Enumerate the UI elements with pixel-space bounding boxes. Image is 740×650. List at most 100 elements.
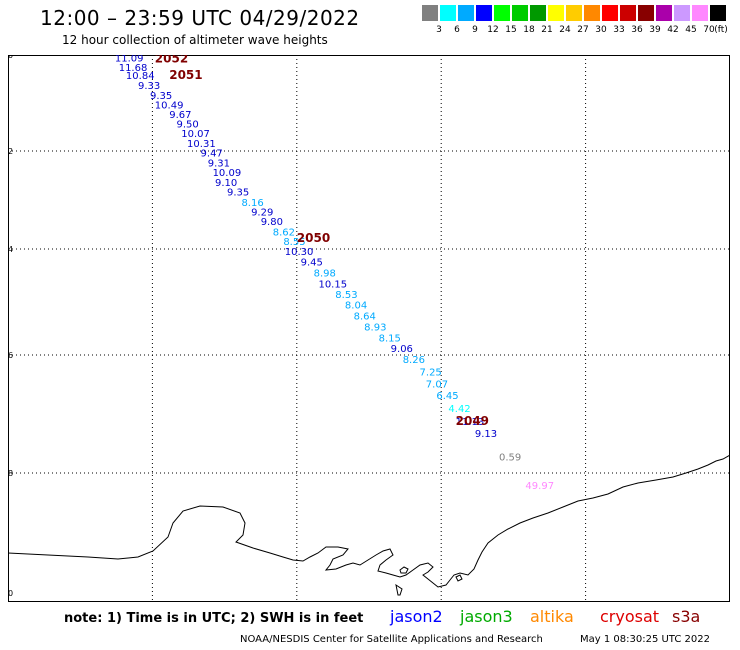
legend-swatch	[458, 5, 474, 21]
legend-swatch	[674, 5, 690, 21]
legend-label: 18	[523, 25, 535, 35]
island-outline	[399, 566, 409, 574]
swh-observation: 9.31	[208, 158, 230, 169]
legend-swatch	[422, 5, 438, 21]
legend-swatch	[566, 5, 582, 21]
legend-swatch	[584, 5, 600, 21]
swh-observation: 9.10	[215, 178, 237, 189]
footer-note: note: 1) Time is in UTC; 2) SWH is in fe…	[64, 611, 364, 626]
page-title: 12:00 – 23:59 UTC 04/29/2022	[40, 6, 360, 30]
legend-label: 3	[436, 25, 442, 35]
swh-observation: 10.09	[213, 168, 242, 179]
map-frame	[8, 55, 730, 602]
legend-label: 33	[613, 25, 625, 35]
legend-swatch	[476, 5, 492, 21]
map-canvas: 303336394245-60-62-64-66-68-7011.0911.68…	[8, 55, 730, 602]
legend-label: 36	[631, 25, 643, 35]
swh-observation: 10.84	[126, 71, 155, 82]
lat-tick-label: -64	[8, 245, 13, 254]
swh-observation: 8.53	[335, 290, 357, 301]
swh-observation: 7.07	[426, 379, 448, 390]
swh-observation: 0.59	[499, 452, 521, 463]
legend-swatch	[602, 5, 618, 21]
swh-observation: 49.97	[525, 481, 554, 492]
legend-label: 12	[487, 25, 499, 35]
swh-observation: 4.42	[448, 404, 470, 415]
legend-swatch	[512, 5, 528, 21]
pass-number-label: 2051	[169, 68, 202, 82]
lat-tick-label: -62	[8, 147, 13, 156]
lat-tick-label: -70	[8, 589, 13, 598]
island-outline	[455, 574, 463, 582]
swh-observation: 10.31	[187, 139, 216, 150]
color-legend: 3 6 9 12 15 18 21 24 27 30 33 36 39 42 45 70 (ft)	[422, 5, 728, 35]
swh-observation: 8.16	[241, 198, 263, 209]
coastline	[8, 454, 730, 588]
legend-swatch	[710, 5, 726, 21]
pass-number-label: 2050	[297, 231, 330, 245]
swh-observation: 8.98	[314, 268, 336, 279]
legend-label: 30	[595, 25, 607, 35]
lat-tick-label: -60	[8, 55, 13, 60]
swh-observation: 9.47	[201, 148, 223, 159]
swh-observation: 11.68	[119, 63, 148, 74]
swh-observation: 7.25	[420, 368, 442, 379]
wave-height-map: 303336394245-60-62-64-66-68-7011.0911.68…	[8, 55, 730, 602]
page-subtitle: 12 hour collection of altimeter wave hei…	[62, 33, 328, 47]
lat-tick-label: -68	[8, 469, 13, 478]
satellite-label-cryosat: cryosat	[600, 607, 660, 626]
swh-observation: 9.67	[169, 110, 191, 121]
swh-observation: 8.62	[273, 227, 295, 238]
swh-observation: 10.15	[318, 279, 347, 290]
island-outline	[395, 583, 403, 596]
pass-number-label: 2052	[155, 55, 188, 65]
swh-observation: 8.15	[379, 334, 401, 345]
legend-swatch	[638, 5, 654, 21]
swh-observation: 9.80	[261, 217, 283, 228]
legend-unit: (ft)	[714, 25, 728, 35]
swh-observation: 9.45	[301, 258, 323, 269]
swh-observation: 8.64	[354, 311, 376, 322]
legend-swatch	[656, 5, 672, 21]
legend-label: 39	[649, 25, 661, 35]
swh-observation: 10.30	[285, 247, 314, 258]
legend-label: 27	[577, 25, 589, 35]
legend-label: 21	[541, 25, 553, 35]
swh-observation: 9.50	[176, 120, 198, 131]
swh-observation: 11.13	[456, 417, 485, 428]
swh-observation: 10.07	[181, 129, 210, 140]
legend-label: 15	[505, 25, 517, 35]
legend-label: 45	[685, 25, 697, 35]
legend-swatch	[548, 5, 564, 21]
legend-swatch	[692, 5, 708, 21]
swh-observation: 11.09	[115, 55, 144, 64]
swh-observation: 6.45	[436, 391, 458, 402]
legend-swatch	[620, 5, 636, 21]
satellite-label-s3a: s3a	[672, 607, 701, 626]
satellite-label-jason3: jason3	[460, 607, 513, 626]
credit-line: NOAA/NESDIS Center for Satellite Applica…	[240, 634, 543, 645]
swh-observation: 9.33	[138, 81, 160, 92]
satellite-label-jason2: jason2	[390, 607, 443, 626]
legend-swatch	[494, 5, 510, 21]
swh-observation: 9.29	[251, 207, 273, 218]
swh-observation: 9.35	[227, 188, 249, 199]
legend-label: 70	[703, 25, 715, 35]
legend-label: 9	[472, 25, 478, 35]
swh-observation: 10.49	[155, 100, 184, 111]
generation-timestamp: May 1 08:30:25 UTC 2022	[580, 634, 710, 645]
swh-observation: 9.13	[475, 429, 497, 440]
legend-swatch	[530, 5, 546, 21]
swh-observation: 8.26	[403, 355, 425, 366]
swh-observation: 8.93	[364, 322, 386, 333]
legend-label: 6	[454, 25, 460, 35]
swh-observation: 8.04	[345, 301, 367, 312]
swh-observation: 9.06	[391, 344, 413, 355]
swh-observation: 9.35	[150, 91, 172, 102]
pass-number-label: 2049	[456, 414, 489, 428]
legend-label: 24	[559, 25, 571, 35]
lat-tick-label: -66	[8, 351, 13, 360]
legend-label: 42	[667, 25, 679, 35]
satellite-label-altika: altika	[530, 607, 574, 626]
swh-observation: 8.55	[283, 237, 305, 248]
